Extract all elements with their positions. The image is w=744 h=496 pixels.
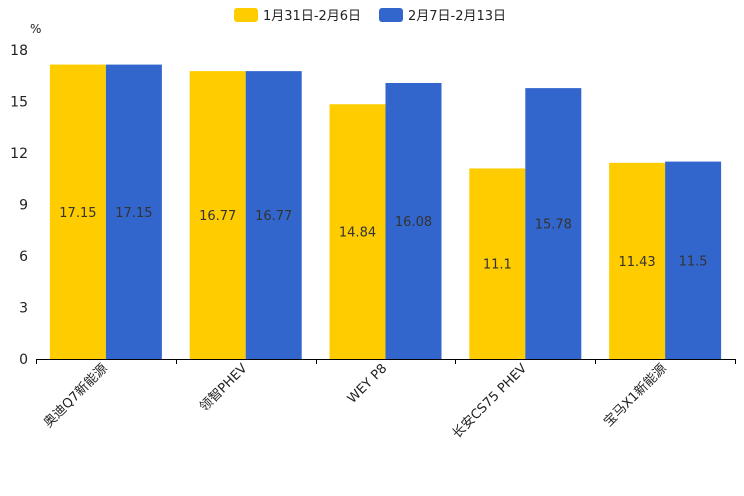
y-tick-label: 9	[19, 198, 28, 214]
data-label-series1-5: 11.43	[618, 255, 655, 270]
data-label-series1-1: 17.15	[59, 206, 96, 221]
legend-label-1: 1月31日-2月6日	[263, 9, 361, 24]
bars	[49, 64, 722, 360]
bar-series2-2	[245, 71, 302, 360]
bar-series1-5	[609, 162, 666, 359]
bar-series1-4	[469, 168, 526, 359]
x-category-label: 奥迪Q7新能源	[40, 361, 110, 431]
data-label-series2-4: 15.78	[535, 218, 572, 233]
x-axis-ticks	[36, 359, 736, 364]
bar-series2-4	[525, 88, 582, 360]
legend-swatch-2	[379, 8, 403, 22]
data-label-series2-3: 16.08	[395, 215, 432, 230]
x-category-label: 长安CS75 PHEV	[450, 361, 530, 441]
y-axis-unit-label: %	[30, 22, 41, 36]
legend: 1月31日-2月6日 2月7日-2月13日	[234, 8, 506, 24]
data-label-series1-3: 14.84	[339, 226, 376, 241]
y-tick-label: 6	[19, 249, 28, 265]
data-label-series2-2: 16.77	[255, 209, 292, 224]
bar-series2-3	[385, 82, 442, 360]
bar-series2-5	[665, 161, 722, 359]
data-label-series2-5: 11.5	[679, 254, 708, 269]
y-tick-label: 15	[10, 95, 28, 111]
y-tick-label: 3	[19, 301, 28, 317]
x-category-label: WEY P8	[345, 361, 390, 406]
bar-series1-2	[189, 71, 246, 360]
bar-series1-3	[329, 104, 386, 359]
data-label-series2-1: 17.15	[115, 206, 152, 221]
y-axis-ticks: 0 3 6 9 12 15 18	[10, 43, 28, 368]
data-label-series1-2: 16.77	[199, 209, 236, 224]
x-category-label: 领智PHEV	[197, 361, 251, 415]
y-tick-label: 0	[19, 352, 28, 368]
y-tick-label: 18	[10, 43, 28, 59]
bar-series2-1	[105, 64, 162, 359]
x-category-label: 宝马X1新能源	[600, 361, 669, 430]
bar-series1-1	[49, 64, 106, 359]
data-label-series1-4: 11.1	[483, 258, 512, 273]
legend-label-2: 2月7日-2月13日	[408, 9, 506, 24]
x-axis-category-labels: 奥迪Q7新能源 领智PHEV WEY P8 长安CS75 PHEV 宝马X1新能源	[40, 361, 670, 442]
legend-swatch-1	[234, 8, 258, 22]
data-labels: 17.15 17.15 16.77 16.77 14.84 16.08 11.1 15.78 1…	[59, 206, 707, 273]
y-tick-label: 12	[10, 146, 28, 162]
